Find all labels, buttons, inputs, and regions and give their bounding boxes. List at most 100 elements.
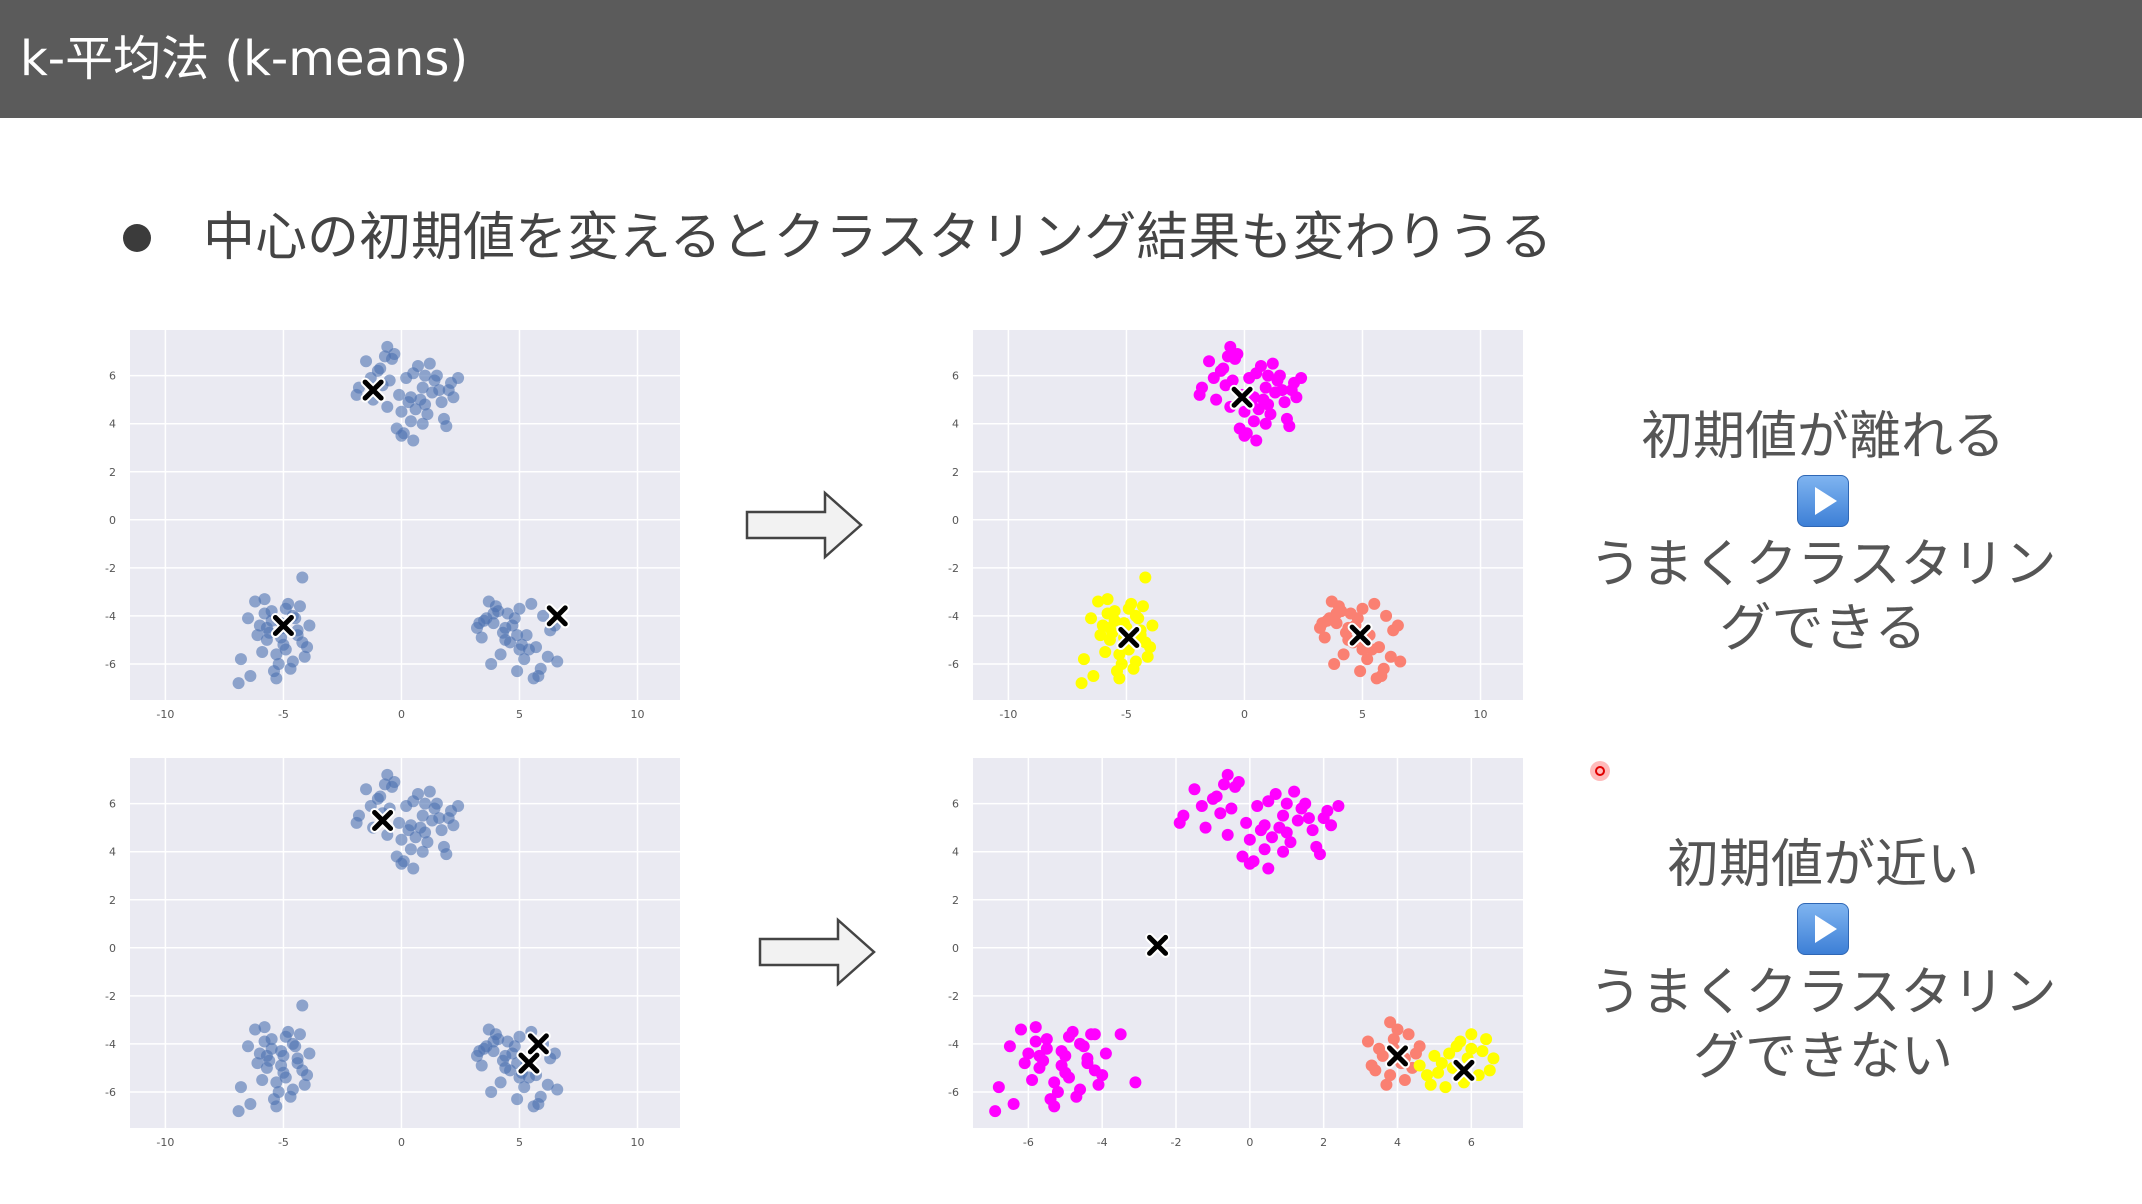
data-point (1432, 1066, 1445, 1079)
scatter-plot-far-result: -10 -5 0 5 10 -6 -4 -2 0 2 4 6 (948, 330, 1523, 721)
data-point (419, 369, 432, 382)
data-point (1103, 621, 1116, 634)
data-point (1108, 605, 1121, 618)
bullet-text: 中心の初期値を変えるとクラスタリング結果も変わりうる (203, 208, 1553, 268)
data-point (501, 607, 514, 620)
note-near-line1: 初期値が近い (1666, 835, 1979, 895)
data-point (414, 821, 427, 834)
y-tick-label: -6 (105, 1086, 116, 1099)
data-point (1266, 357, 1279, 370)
data-point (1229, 780, 1242, 793)
centroid-marker (1347, 622, 1373, 648)
y-tick-label: 6 (952, 370, 959, 383)
data-point (381, 400, 394, 413)
y-tick-label: 0 (952, 514, 959, 527)
data-point (1113, 672, 1126, 685)
data-point (282, 597, 295, 610)
data-point (1428, 1049, 1441, 1062)
play-button-icon (1797, 475, 1849, 527)
data-point (1206, 792, 1219, 805)
data-point (395, 857, 408, 870)
data-point (1424, 1078, 1437, 1091)
centroid-marker (360, 377, 386, 403)
data-point (1368, 597, 1381, 610)
data-point (232, 677, 245, 690)
data-point (1413, 1059, 1426, 1072)
centroid-marker (370, 807, 396, 833)
data-point (1214, 807, 1227, 820)
data-point (1487, 1052, 1500, 1065)
data-point (293, 600, 306, 613)
data-point (1439, 1081, 1452, 1094)
data-point (393, 388, 406, 401)
data-point (1380, 609, 1393, 622)
x-tick-label: -6 (1023, 1136, 1034, 1149)
data-point (475, 631, 488, 644)
data-point (251, 1057, 264, 1070)
data-point (296, 999, 309, 1012)
centroid-marker (1384, 1043, 1410, 1069)
data-point (1337, 648, 1350, 661)
data-point (350, 816, 363, 829)
data-point (487, 1045, 500, 1058)
x-tick-label: 0 (398, 1136, 405, 1149)
data-point (1075, 677, 1088, 690)
centroid-cross (1231, 386, 1253, 408)
data-point (511, 665, 524, 678)
data-point (260, 621, 273, 634)
data-point (395, 429, 408, 442)
slide-header: k-平均法 (k-means) (0, 0, 2142, 118)
centroid-marker (516, 1050, 542, 1076)
y-tick-label: -2 (105, 990, 116, 1003)
data-point (435, 824, 448, 837)
y-tick-label: 2 (109, 466, 116, 479)
data-point (423, 785, 436, 798)
x-tick-label: -4 (1097, 1136, 1108, 1149)
plot-area (130, 330, 680, 700)
data-point (395, 833, 408, 846)
note-near-line3: グできない (1692, 1027, 1953, 1087)
data-point (1384, 1069, 1397, 1082)
data-point (433, 384, 446, 397)
data-point (1465, 1042, 1478, 1055)
data-point (1085, 612, 1098, 625)
data-point (485, 1085, 498, 1098)
data-point (298, 1078, 311, 1091)
data-point (423, 357, 436, 370)
y-tick-label: 2 (952, 466, 959, 479)
data-point (428, 374, 441, 387)
data-point (1302, 812, 1315, 825)
data-point (1018, 1057, 1031, 1070)
centroid-cross (372, 809, 394, 831)
data-point (1051, 1085, 1064, 1098)
data-point (1238, 429, 1251, 442)
x-tick-label: -10 (999, 708, 1017, 721)
centroid-cross (1349, 624, 1371, 646)
data-point (279, 1071, 292, 1084)
data-point (249, 595, 262, 608)
data-point (1048, 1100, 1061, 1113)
y-tick-label: 0 (952, 942, 959, 955)
centroid-cross (272, 615, 294, 637)
data-point (1074, 1083, 1087, 1096)
slide-title: k-平均法 (k-means) (20, 31, 469, 87)
centroid-marker (1451, 1057, 1477, 1083)
centroid-cross (546, 605, 568, 627)
data-point (395, 405, 408, 418)
centroid-cross (518, 1052, 540, 1074)
data-point (1022, 1047, 1035, 1060)
data-point (1092, 595, 1105, 608)
data-point (1264, 408, 1277, 421)
data-point (482, 1023, 495, 1036)
data-point (989, 1105, 1002, 1118)
data-point (1173, 816, 1186, 829)
data-point (428, 802, 441, 815)
note-far-line3: グできる (1719, 599, 1927, 659)
right-arrow-icon (745, 490, 863, 560)
data-point (1465, 1028, 1478, 1041)
data-point (270, 1100, 283, 1113)
data-point (381, 340, 394, 353)
data-point (286, 1083, 299, 1096)
centroid-marker (1229, 384, 1255, 410)
data-point (270, 672, 283, 685)
